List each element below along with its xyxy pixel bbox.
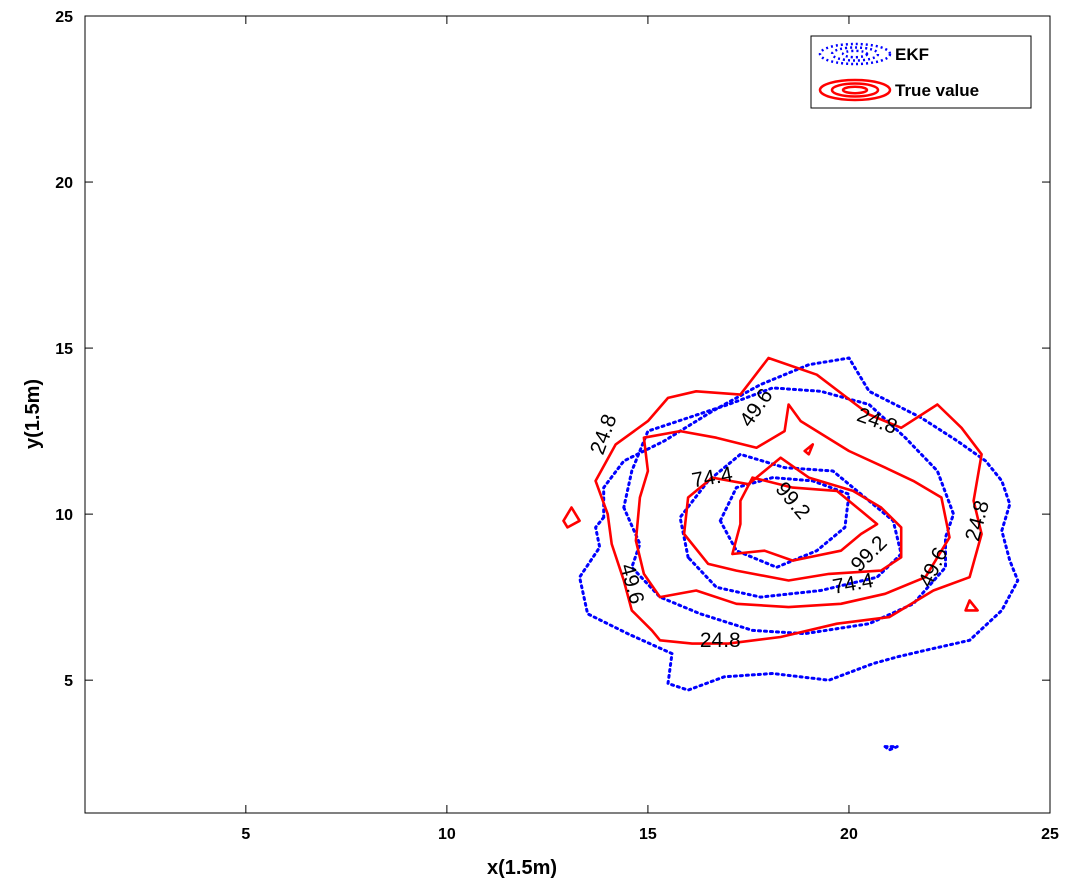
contour-lines [562, 356, 1020, 752]
y-tick-label: 15 [55, 341, 73, 358]
ekf-contour-line [718, 476, 851, 569]
y-tick-label: 20 [55, 175, 73, 192]
legend-ekf-icon [818, 42, 892, 66]
y-axis-label: y(1.5m) [22, 379, 44, 449]
x-tick-labels: 5 10 15 20 25 [241, 826, 1059, 843]
x-axis-label: x(1.5m) [487, 857, 557, 879]
x-tick-label: 20 [840, 826, 858, 843]
y-tick-label: 5 [64, 673, 73, 690]
ekf-contour-line [883, 745, 899, 752]
legend: EKF True value [810, 35, 1032, 109]
legend-label-ekf: EKF [895, 45, 929, 64]
true-value-contour-line [682, 456, 903, 582]
true-value-contour-line [634, 403, 951, 609]
true-value-contour-line [594, 356, 983, 645]
true-value-contour-line [731, 476, 879, 562]
x-tick-label: 15 [639, 826, 657, 843]
y-tick-label: 25 [55, 9, 73, 26]
x-tick-label: 5 [241, 826, 250, 843]
legend-true-value-icon [818, 78, 892, 102]
ekf-contour-line [578, 356, 1020, 692]
true-value-contour-line [803, 443, 815, 456]
ekf-contour-line [678, 452, 903, 599]
plot-background [84, 15, 1051, 814]
axis-ticks [85, 15, 1051, 813]
x-tick-label: 10 [438, 826, 456, 843]
legend-label-true-value: True value [895, 81, 979, 100]
y-tick-labels: 5 10 15 20 25 [55, 9, 73, 690]
x-tick-label: 25 [1041, 826, 1059, 843]
contour-level-label: 24.8 [700, 629, 741, 652]
y-tick-label: 10 [55, 507, 73, 524]
ekf-contour-line [622, 386, 955, 636]
true-value-contour-line [562, 506, 581, 529]
true-value-contour-line [964, 599, 979, 612]
